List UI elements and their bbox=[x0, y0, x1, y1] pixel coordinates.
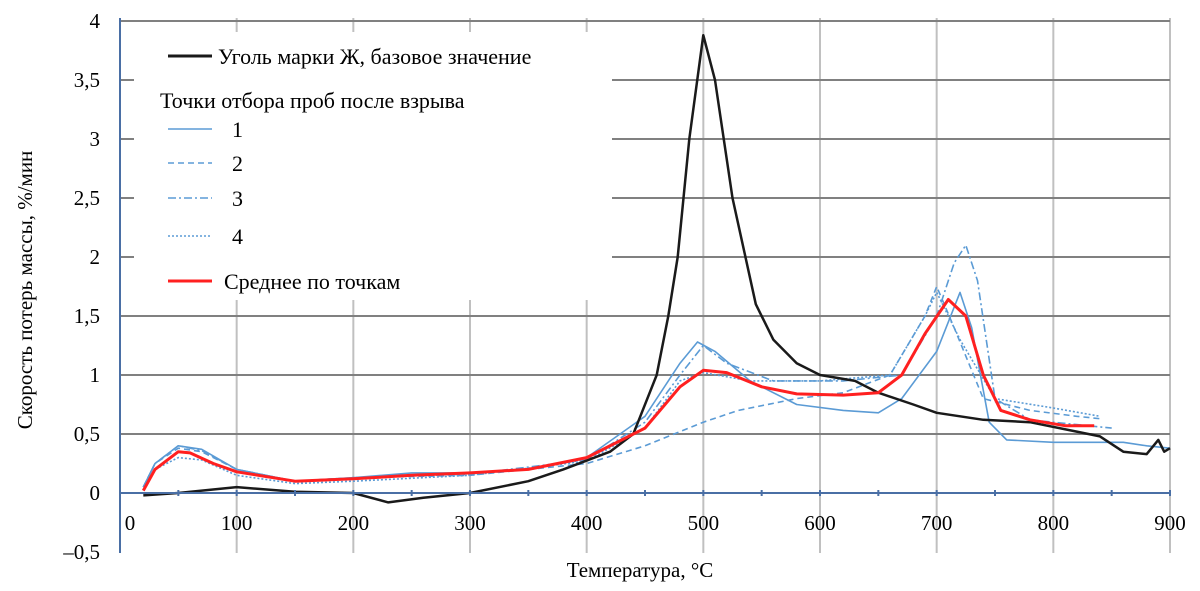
x-tick-label: 700 bbox=[921, 511, 953, 535]
y-tick-label: 2 bbox=[90, 245, 101, 269]
y-tick-label: –0,5 bbox=[62, 540, 100, 564]
x-axis-label: Температура, °С bbox=[567, 558, 714, 582]
legend-label-1: 1 bbox=[232, 117, 243, 142]
legend-background bbox=[134, 32, 612, 300]
x-tick-label: 200 bbox=[338, 511, 370, 535]
legend: Уголь марки Ж, базовое значение 1 2 3 4 Средн… bbox=[160, 44, 531, 294]
y-tick-label: 2,5 bbox=[74, 186, 100, 210]
x-tick-label: 500 bbox=[688, 511, 720, 535]
x-tick-label: 800 bbox=[1038, 511, 1070, 535]
x-tick-label: 0 bbox=[125, 511, 136, 535]
x-tick-label: 600 bbox=[804, 511, 836, 535]
series-line-3 bbox=[142, 244, 1112, 488]
series-line-5 bbox=[141, 298, 1095, 492]
x-tick-label: 300 bbox=[454, 511, 486, 535]
series-line-2 bbox=[142, 285, 1101, 488]
y-tick-label: 0 bbox=[90, 481, 101, 505]
series-group bbox=[141, 33, 1171, 504]
y-tick-label: 4 bbox=[90, 9, 101, 33]
axes: 0 100 200 300 400 500 600 700 800 900 –0,5 0 0,5 1 1,5… bbox=[62, 9, 1186, 564]
series-line-1 bbox=[142, 291, 1171, 488]
grid bbox=[120, 18, 1171, 553]
y-tick-label: 1,5 bbox=[74, 304, 100, 328]
legend-group-title: Точки отбора проб после взрыва bbox=[160, 88, 465, 113]
legend-label-0: Уголь марки Ж, базовое значение bbox=[218, 44, 531, 69]
y-axis-label: Скорость потерь массы, %/мин bbox=[13, 151, 37, 430]
x-tick-label: 400 bbox=[571, 511, 603, 535]
series-line-4 bbox=[142, 291, 1101, 490]
x-tick-label: 900 bbox=[1154, 511, 1186, 535]
legend-label-3: 3 bbox=[232, 186, 243, 211]
legend-label-5: Среднее по точкам bbox=[224, 269, 400, 294]
y-tick-label: 3,5 bbox=[74, 68, 100, 92]
series-line-0 bbox=[143, 33, 1171, 504]
y-tick-label: 0,5 bbox=[74, 422, 100, 446]
y-tick-label: 1 bbox=[90, 363, 101, 387]
legend-label-2: 2 bbox=[232, 151, 243, 176]
x-tick-label: 100 bbox=[221, 511, 253, 535]
legend-label-4: 4 bbox=[232, 224, 243, 249]
y-tick-label: 3 bbox=[90, 127, 101, 151]
